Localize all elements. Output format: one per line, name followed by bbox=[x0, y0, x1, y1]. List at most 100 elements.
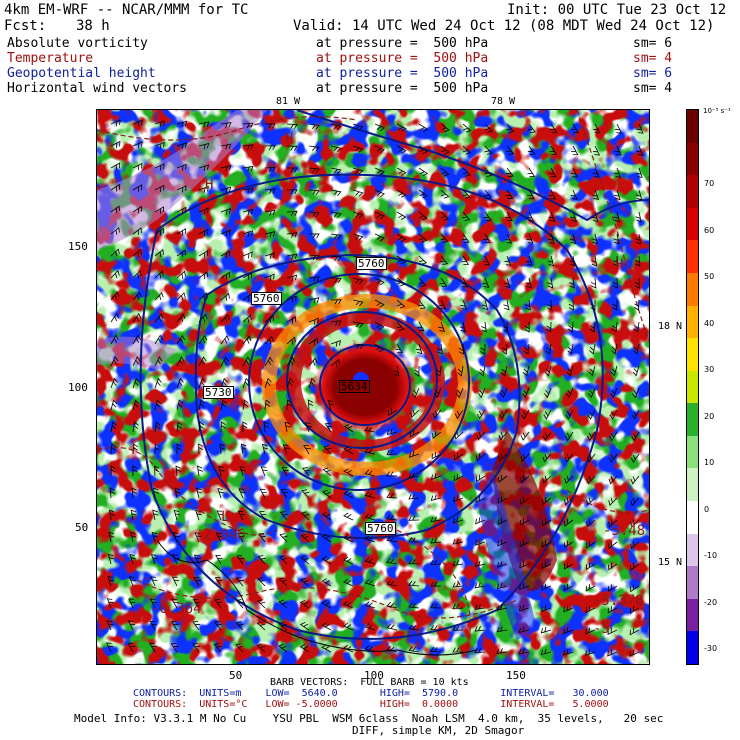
wind-barb bbox=[527, 167, 536, 177]
temperature-label: -6.364 bbox=[151, 601, 202, 617]
wind-barb bbox=[176, 356, 185, 367]
wind-barb bbox=[176, 334, 185, 345]
wind-barb bbox=[544, 365, 552, 377]
wind-barb bbox=[176, 270, 186, 279]
wind-barb bbox=[303, 445, 311, 455]
wind-barb bbox=[364, 447, 376, 455]
height-label-box: 5760 bbox=[356, 257, 387, 270]
wind-barb bbox=[476, 453, 486, 462]
wind-barb bbox=[505, 167, 514, 177]
wind-barb bbox=[396, 321, 405, 331]
wind-barb bbox=[279, 555, 288, 565]
wind-barb bbox=[497, 517, 508, 526]
wind-barb bbox=[540, 648, 552, 656]
wind-barb bbox=[304, 422, 312, 433]
wind-barb bbox=[452, 581, 464, 588]
wind-barb bbox=[220, 229, 231, 237]
temperature-label: -5 bbox=[593, 621, 610, 637]
wind-barb bbox=[264, 209, 276, 216]
wind-barb bbox=[542, 453, 552, 463]
wind-barb bbox=[308, 317, 319, 325]
wind-barb bbox=[520, 431, 530, 441]
wind-barb bbox=[541, 540, 552, 548]
wind-barb bbox=[592, 167, 600, 178]
wind-barb bbox=[585, 627, 596, 635]
wind-barb bbox=[636, 145, 644, 156]
wind-barb bbox=[110, 465, 116, 477]
colorbar-segment bbox=[687, 370, 698, 404]
wind-barb bbox=[364, 469, 376, 477]
wind-barb bbox=[542, 475, 552, 484]
wind-barb bbox=[129, 553, 136, 565]
wind-barb bbox=[132, 162, 143, 171]
wind-barb bbox=[500, 365, 508, 377]
wind-barb bbox=[418, 145, 429, 155]
wind-barb bbox=[154, 377, 162, 389]
wind-barb bbox=[520, 475, 530, 484]
wind-barb bbox=[220, 335, 230, 345]
x-tick-label: 100 bbox=[364, 669, 384, 682]
wind-barb bbox=[591, 211, 599, 223]
wind-barb bbox=[630, 541, 640, 550]
wind-barb bbox=[630, 475, 640, 485]
wind-barb bbox=[148, 643, 157, 653]
wind-barb bbox=[630, 562, 640, 571]
wind-barb bbox=[130, 509, 137, 521]
wind-barb bbox=[480, 343, 486, 355]
lon-label-81w: 81 W bbox=[276, 96, 301, 107]
wind-barb bbox=[460, 299, 468, 310]
wind-barb bbox=[393, 365, 400, 377]
wind-barb bbox=[613, 255, 619, 267]
wind-barb bbox=[327, 399, 335, 411]
wind-barb bbox=[631, 409, 640, 420]
temp-contour-info: CONTOURS: UNITS=°C LOW= -5.0000 HIGH= 0.… bbox=[133, 699, 609, 710]
wind-barb bbox=[518, 604, 530, 612]
wind-barb bbox=[519, 583, 530, 590]
wind-barb bbox=[541, 561, 552, 570]
wind-barb bbox=[352, 299, 364, 307]
wind-barb bbox=[242, 314, 252, 323]
wind-barb bbox=[216, 510, 224, 521]
wind-barb bbox=[132, 399, 140, 411]
wind-barb bbox=[286, 295, 297, 303]
wind-barb bbox=[396, 233, 407, 242]
wind-barb bbox=[132, 334, 141, 345]
eyewall-ring-red bbox=[289, 312, 445, 452]
wind-barb bbox=[452, 538, 464, 545]
wind-barb bbox=[396, 277, 406, 287]
wind-barb bbox=[220, 207, 231, 215]
wind-barb bbox=[219, 443, 226, 455]
y-tick-label: 100 bbox=[68, 381, 88, 394]
wind-barb bbox=[213, 643, 222, 653]
wind-barb bbox=[220, 292, 230, 301]
colorbar-segment bbox=[687, 598, 698, 632]
wind-barb bbox=[300, 511, 310, 521]
wind-barb bbox=[588, 365, 596, 377]
wind-barb bbox=[171, 598, 179, 609]
wind-barb bbox=[612, 299, 618, 311]
wind-barb bbox=[607, 606, 618, 614]
wind-barb bbox=[614, 123, 623, 134]
field-level-vorticity: at pressure = 500 hPa bbox=[316, 36, 489, 51]
wind-barb bbox=[527, 145, 536, 155]
wind-barb bbox=[479, 365, 486, 377]
wind-barb bbox=[198, 313, 208, 323]
wind-barb bbox=[220, 421, 226, 433]
wind-barb bbox=[343, 446, 354, 455]
wind-barb bbox=[476, 431, 486, 441]
wind-barb bbox=[242, 230, 254, 237]
wind-barb bbox=[132, 291, 142, 301]
height-contour bbox=[319, 344, 411, 426]
height-label-box: 5760 bbox=[365, 522, 396, 535]
wind-barb bbox=[132, 184, 143, 192]
wind-barb bbox=[364, 535, 376, 543]
wind-barb bbox=[635, 211, 642, 223]
wind-barb bbox=[108, 531, 115, 543]
wind-barb bbox=[238, 488, 246, 499]
wind-barb bbox=[634, 299, 640, 311]
wind-barb bbox=[198, 421, 205, 433]
wind-barb bbox=[330, 339, 341, 347]
wind-barb bbox=[549, 123, 558, 133]
wind-barb bbox=[214, 577, 223, 587]
wind-barb bbox=[408, 537, 420, 543]
